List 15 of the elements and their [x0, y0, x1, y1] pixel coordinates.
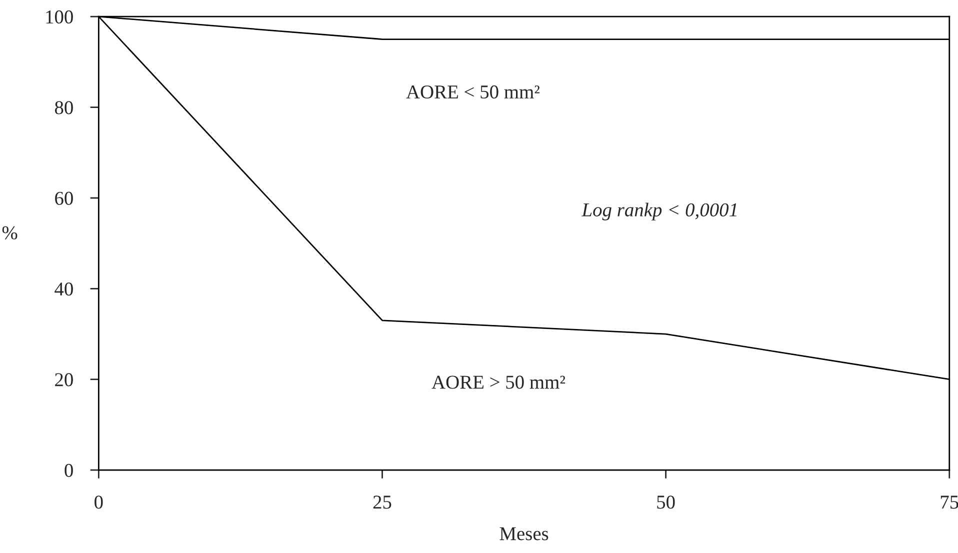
y-tick-label: 80 [54, 101, 73, 114]
y-tick-label: 20 [55, 373, 73, 386]
x-tick-label: 75 [940, 496, 958, 509]
annotation: AORE > 50 mm² [432, 376, 566, 389]
y-axis-title: % [2, 226, 18, 240]
y-tick-label: 60 [55, 192, 73, 205]
y-tick-label: 100 [46, 10, 73, 24]
x-axis-title: Meses [500, 527, 548, 540]
annotation: AORE < 50 mm² [406, 85, 540, 99]
x-tick-label: 0 [94, 496, 103, 509]
y-tick-label: 0 [64, 464, 73, 477]
x-tick-label: 50 [657, 496, 675, 509]
annotation: Log rankp < 0,0001 [582, 202, 736, 220]
x-tick-label: 25 [373, 496, 392, 509]
y-tick-label: 40 [54, 282, 73, 296]
